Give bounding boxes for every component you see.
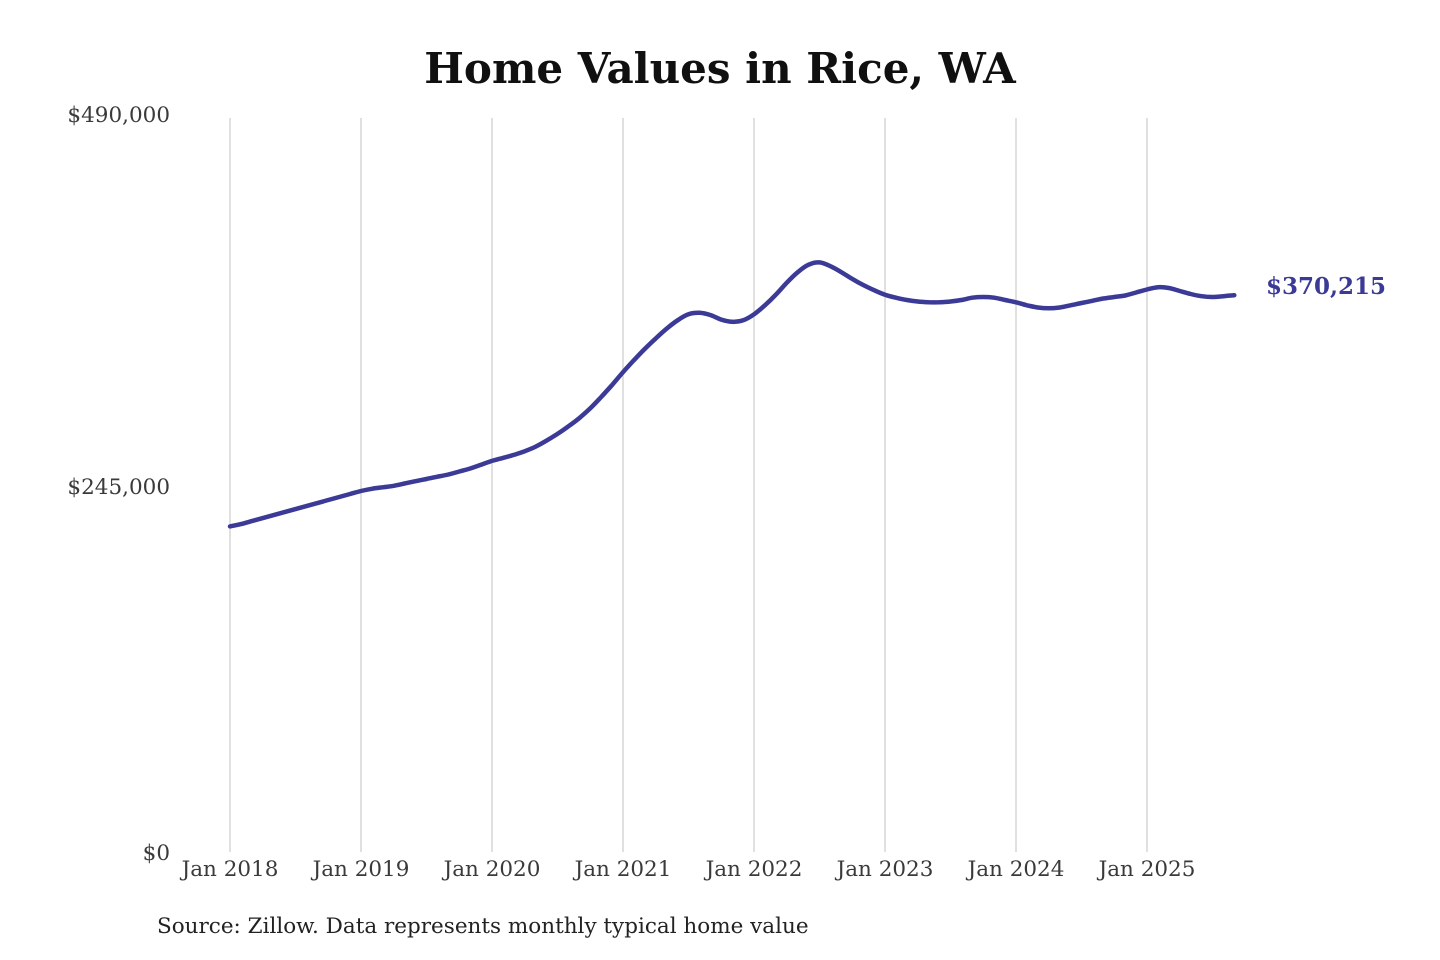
y-axis-tick-490000: $490,000 (67, 103, 170, 128)
x-axis-tick-label: Jan 2022 (705, 857, 803, 882)
x-axis-tick-label: Jan 2024 (967, 857, 1065, 882)
x-axis-tick-label: Jan 2023 (836, 857, 934, 882)
source-note: Source: Zillow. Data represents monthly … (157, 914, 809, 939)
home-value-line (227, 260, 1237, 529)
x-axis-tick-label: Jan 2025 (1098, 857, 1196, 882)
latest-value-label: $370,215 (1266, 273, 1387, 300)
x-axis-tick-label: Jan 2018 (181, 857, 279, 882)
y-axis-tick-0: $0 (142, 841, 170, 866)
x-axis-tick-label: Jan 2019 (312, 857, 410, 882)
x-axis-tick-label: Jan 2020 (443, 857, 541, 882)
chart-title: Home Values in Rice, WA (424, 44, 1016, 93)
x-axis-tick-label: Jan 2021 (574, 857, 672, 882)
y-axis-tick-245000: $245,000 (67, 475, 170, 500)
